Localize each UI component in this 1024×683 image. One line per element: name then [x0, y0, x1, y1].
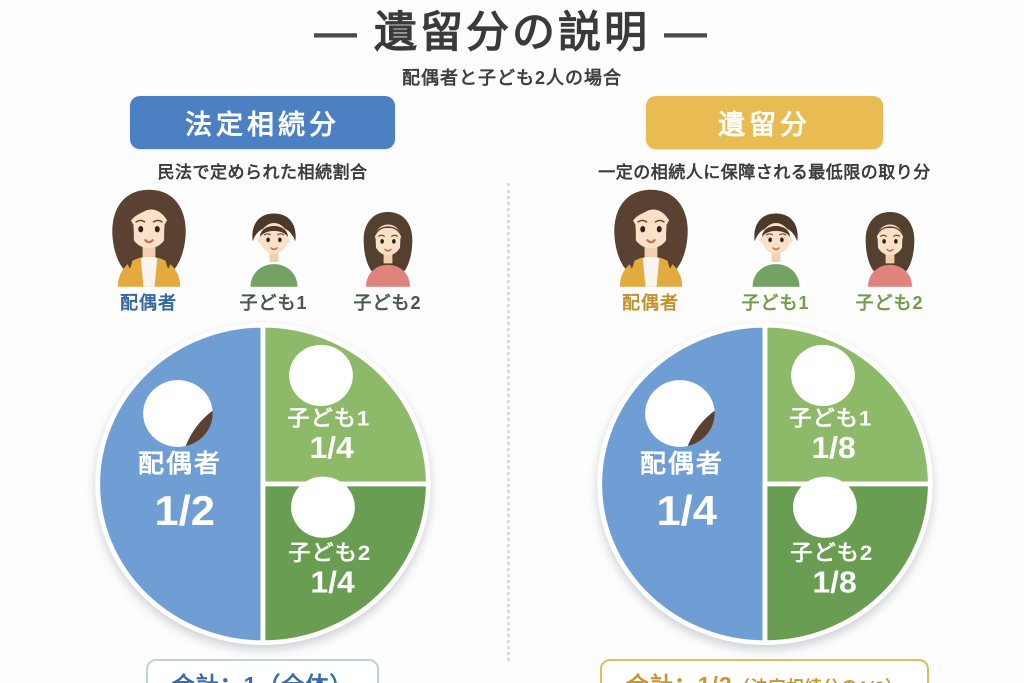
- spouse-figure: 配偶者: [596, 186, 706, 315]
- slice-child2-value: 1/8: [812, 565, 856, 599]
- pie-chart-statutory: 配偶者 1/2 子ども1 1/4 子ども2 1/4: [94, 323, 431, 645]
- child1-avatar-circle: [288, 344, 353, 407]
- slice-spouse-label: 配偶者: [137, 449, 221, 477]
- child2-illustration: [344, 206, 432, 287]
- page-subtitle: 配偶者と子ども2人の場合: [401, 68, 622, 89]
- title-dash-right: —: [664, 9, 710, 57]
- child2-illustration: [846, 206, 934, 287]
- pie-slice-spouse: [596, 323, 767, 645]
- total-box-reserved: 合計：1/2（法定相続分の1/2）: [599, 659, 930, 683]
- statutory-share-description: 民法で定められた相続割合: [157, 163, 368, 182]
- family-row-right: 配偶者 子ども1 子ども2: [537, 189, 992, 315]
- child2-figure: 子ども2: [344, 206, 432, 315]
- child1-illustration: [732, 206, 820, 287]
- panel-reserved-share: 遺留分 一定の相続人に保障される最低限の取り分 配偶者 子ども1 子ども2: [537, 96, 992, 683]
- slice-child1-value: 1/8: [811, 431, 855, 465]
- child1-figure: 子ども1: [732, 206, 820, 315]
- reserved-share-description: 一定の相続人に保障される最低限の取り分: [598, 163, 931, 182]
- total-main: 合計：1/2: [626, 672, 733, 683]
- total-box-statutory: 合計：1（全体）: [145, 659, 380, 683]
- statutory-share-badge: 法定相続分: [130, 96, 395, 149]
- panel-statutory-share: 法定相続分 民法で定められた相続割合 配偶者 子ども1 子ども2: [35, 96, 490, 683]
- page-title-text: 遺留分の説明: [374, 9, 650, 57]
- child2-label: 子ども2: [353, 293, 422, 313]
- panel-divider: [507, 183, 510, 661]
- slice-child1-label: 子ども1: [287, 406, 370, 430]
- child1-illustration: [230, 206, 318, 287]
- child1-label: 子ども1: [239, 293, 308, 313]
- child2-avatar-circle: [792, 476, 857, 538]
- slice-child2-label: 子ども2: [288, 540, 371, 564]
- slice-spouse-value: 1/4: [656, 488, 717, 535]
- header: — 遺留分の説明 — 配偶者と子ども2人の場合: [0, 9, 1024, 90]
- child2-avatar-circle: [290, 476, 355, 538]
- spouse-illustration: [94, 186, 204, 287]
- spouse-label: 配偶者: [120, 293, 177, 313]
- child2-label: 子ども2: [855, 293, 924, 313]
- slice-child2-value: 1/4: [310, 565, 355, 599]
- total-note: （法定相続分の1/2）: [733, 678, 904, 683]
- slice-spouse-label: 配偶者: [639, 449, 723, 477]
- pie-chart-reserved: 配偶者 1/4 子ども1 1/8 子ども2 1/8: [596, 323, 933, 645]
- child1-figure: 子ども1: [230, 206, 318, 315]
- slice-child1-value: 1/4: [309, 431, 354, 465]
- title-dash-left: —: [314, 9, 360, 57]
- total-main: 合計：1: [172, 672, 258, 683]
- child2-figure: 子ども2: [846, 206, 934, 315]
- slice-child1-label: 子ども1: [789, 406, 872, 430]
- slice-spouse-value: 1/2: [154, 488, 214, 535]
- child1-avatar-circle: [790, 344, 855, 407]
- slice-child2-label: 子ども2: [790, 540, 873, 564]
- total-note: （全体）: [257, 672, 353, 683]
- pie-slice-spouse: [94, 323, 265, 645]
- reserved-share-badge: 遺留分: [646, 96, 883, 149]
- spouse-figure: 配偶者: [94, 186, 204, 315]
- spouse-label: 配偶者: [622, 293, 679, 313]
- family-row-left: 配偶者 子ども1 子ども2: [35, 189, 490, 315]
- spouse-illustration: [596, 186, 706, 287]
- child1-label: 子ども1: [741, 293, 810, 313]
- page-title: — 遺留分の説明 —: [0, 9, 1024, 57]
